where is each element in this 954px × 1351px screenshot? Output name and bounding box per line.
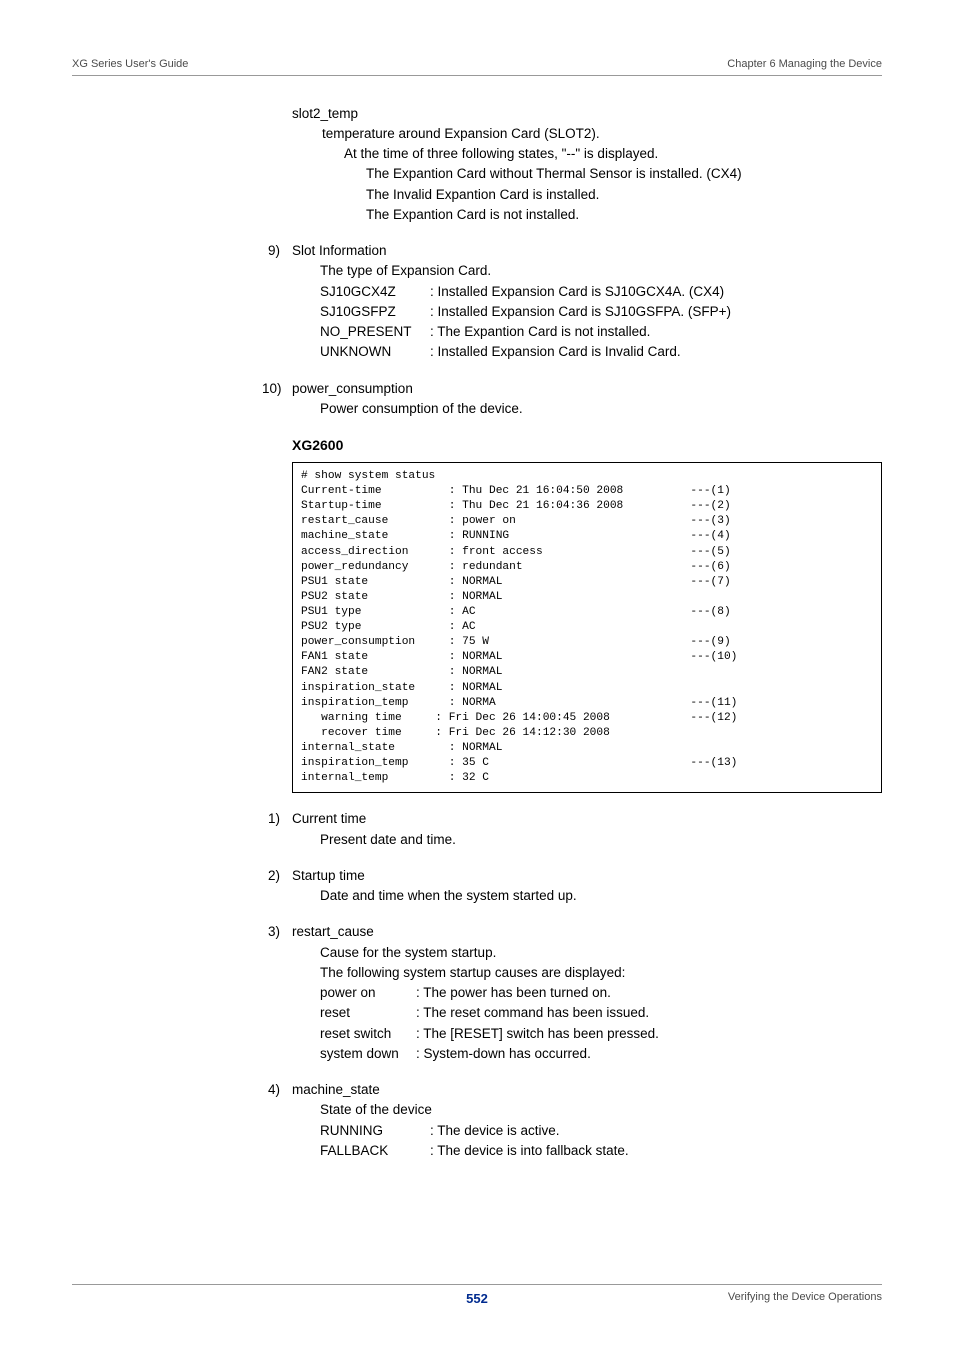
- value: : Installed Expansion Card is SJ10GSFPA.…: [430, 302, 882, 322]
- value: : The Expantion Card is not installed.: [430, 322, 882, 342]
- line: Cause for the system startup.: [292, 943, 882, 963]
- item-10-title: power_consumption: [292, 379, 882, 399]
- key: power on: [320, 983, 416, 1003]
- table-row: RUNNING: The device is active.: [320, 1121, 882, 1141]
- item-10-desc: Power consumption of the device.: [292, 399, 882, 419]
- slot2-desc: temperature around Expansion Card (SLOT2…: [292, 124, 882, 144]
- title: Current time: [292, 809, 882, 829]
- key: SJ10GSFPZ: [320, 302, 430, 322]
- value: : The reset command has been issued.: [416, 1003, 882, 1023]
- key: RUNNING: [320, 1121, 430, 1141]
- item-9-title: Slot Information: [292, 241, 882, 261]
- table-row: reset: The reset command has been issued…: [320, 1003, 882, 1023]
- key: UNKNOWN: [320, 342, 430, 362]
- value: : The [RESET] switch has been pressed.: [416, 1024, 882, 1044]
- page-header: XG Series User's Guide Chapter 6 Managin…: [72, 56, 882, 76]
- value: : The power has been turned on.: [416, 983, 882, 1003]
- page-number: 552: [466, 1289, 488, 1309]
- table-row: NO_PRESENT: The Expantion Card is not in…: [320, 322, 882, 342]
- item-10: 10) power_consumption Power consumption …: [262, 379, 882, 420]
- table-row: UNKNOWN: Installed Expansion Card is Inv…: [320, 342, 882, 362]
- key: NO_PRESENT: [320, 322, 430, 342]
- table-row: reset switch: The [RESET] switch has bee…: [320, 1024, 882, 1044]
- key: system down: [320, 1044, 416, 1064]
- desc: Present date and time.: [292, 830, 882, 850]
- title: Startup time: [292, 866, 882, 886]
- table-row: FALLBACK: The device is into fallback st…: [320, 1141, 882, 1161]
- slot2-state-2: The Expantion Card is not installed.: [292, 205, 882, 225]
- slot2-note: At the time of three following states, "…: [292, 144, 882, 164]
- title: restart_cause: [292, 922, 882, 942]
- model-heading: XG2600: [292, 435, 882, 456]
- value: : Installed Expansion Card is Invalid Ca…: [430, 342, 882, 362]
- post-item-1: 1) Current time Present date and time.: [262, 809, 882, 850]
- num: 3): [262, 922, 292, 1064]
- table-row: system down: System-down has occurred.: [320, 1044, 882, 1064]
- num: 2): [262, 866, 292, 907]
- num: 1): [262, 809, 292, 850]
- item-9-desc: The type of Expansion Card.: [292, 261, 882, 281]
- post-item-4: 4) machine_state State of the device RUN…: [262, 1080, 882, 1161]
- slot2-state-0: The Expantion Card without Thermal Senso…: [292, 164, 882, 184]
- page-footer: 552 Verifying the Device Operations: [72, 1284, 882, 1306]
- footer-right: Verifying the Device Operations: [728, 1289, 882, 1306]
- post-item-2: 2) Startup time Date and time when the s…: [262, 866, 882, 907]
- item-9-num: 9): [262, 241, 292, 363]
- header-left: XG Series User's Guide: [72, 56, 188, 73]
- key: SJ10GCX4Z: [320, 282, 430, 302]
- desc: State of the device: [292, 1100, 882, 1120]
- key: reset switch: [320, 1024, 416, 1044]
- line: The following system startup causes are …: [292, 963, 882, 983]
- value: : The device is into fallback state.: [430, 1141, 882, 1161]
- header-right: Chapter 6 Managing the Device: [727, 56, 882, 73]
- key: FALLBACK: [320, 1141, 430, 1161]
- item-10-num: 10): [262, 379, 292, 420]
- item-9: 9) Slot Information The type of Expansio…: [262, 241, 882, 363]
- key: reset: [320, 1003, 416, 1023]
- table-row: power on: The power has been turned on.: [320, 983, 882, 1003]
- post-item-3: 3) restart_cause Cause for the system st…: [262, 922, 882, 1064]
- terminal-output: # show system status Current-time : Thu …: [292, 462, 882, 793]
- table-row: SJ10GCX4Z: Installed Expansion Card is S…: [320, 282, 882, 302]
- desc: Date and time when the system started up…: [292, 886, 882, 906]
- slot2-state-1: The Invalid Expantion Card is installed.: [292, 185, 882, 205]
- slot2-title: slot2_temp: [292, 104, 882, 124]
- num: 4): [262, 1080, 292, 1161]
- slot2-temp-section: slot2_temp temperature around Expansion …: [292, 104, 882, 226]
- value: : The device is active.: [430, 1121, 882, 1141]
- value: : Installed Expansion Card is SJ10GCX4A.…: [430, 282, 882, 302]
- page: XG Series User's Guide Chapter 6 Managin…: [0, 0, 954, 1351]
- page-content: slot2_temp temperature around Expansion …: [292, 104, 882, 1162]
- table-row: SJ10GSFPZ: Installed Expansion Card is S…: [320, 302, 882, 322]
- value: : System-down has occurred.: [416, 1044, 882, 1064]
- title: machine_state: [292, 1080, 882, 1100]
